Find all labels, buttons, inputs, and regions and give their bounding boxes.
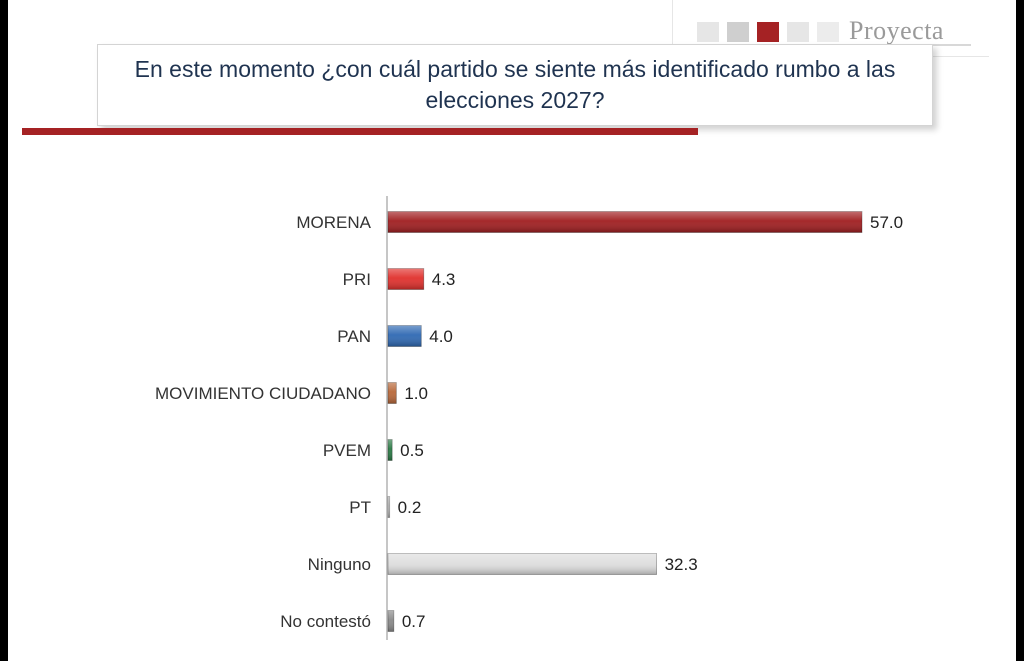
logo-square-1	[697, 22, 719, 42]
logo-square-4	[787, 22, 809, 42]
logo-square-5	[817, 22, 839, 42]
category-label-pvem: PVEM	[323, 441, 371, 460]
category-label-ninguno: Ninguno	[308, 555, 371, 574]
value-label-morena: 57.0	[870, 213, 903, 232]
bar-shade-morena	[388, 211, 862, 233]
category-label-movimiento-ciudadano: MOVIMIENTO CIUDADANO	[155, 384, 371, 403]
logo-square-2	[727, 22, 749, 42]
category-label-no-contesto: No contestó	[280, 612, 371, 631]
value-label-pan: 4.0	[429, 327, 453, 346]
logo-text: Proyecta	[849, 16, 944, 45]
value-label-no-contesto: 0.7	[402, 612, 426, 631]
value-label-pt: 0.2	[398, 498, 422, 517]
title-box: En este momento ¿con cuál partido se sie…	[97, 44, 933, 126]
bar-shade-pt	[388, 496, 390, 518]
bar-shade-pvem	[388, 439, 393, 461]
bar-shade-pri	[388, 268, 424, 290]
value-label-movimiento-ciudadano: 1.0	[404, 384, 428, 403]
bar-chart: MORENA 57.0 PRI 4.3 PAN 4.0 MOVIMIENTO CIUDADA…	[155, 196, 903, 640]
bars: MORENA 57.0 PRI 4.3 PAN 4.0 MOVIMIENTO CIUDADA…	[155, 211, 903, 632]
bar-shade-no-contesto	[388, 610, 394, 632]
value-label-pvem: 0.5	[400, 441, 424, 460]
bar-shade-pan	[388, 325, 422, 347]
logo-square-3	[757, 22, 779, 42]
category-label-pan: PAN	[337, 327, 371, 346]
category-label-morena: MORENA	[296, 213, 371, 232]
value-label-pri: 4.3	[432, 270, 456, 289]
category-label-pri: PRI	[343, 270, 371, 289]
value-label-ninguno: 32.3	[665, 555, 698, 574]
slide: Proyecta En este momento ¿con cuál parti…	[8, 0, 1016, 661]
category-label-pt: PT	[349, 498, 371, 517]
title-underline	[22, 128, 698, 135]
bar-shade-ninguno	[388, 553, 657, 575]
bar-shade-movimiento-ciudadano	[388, 382, 397, 404]
chart-title: En este momento ¿con cuál partido se sie…	[134, 56, 896, 113]
